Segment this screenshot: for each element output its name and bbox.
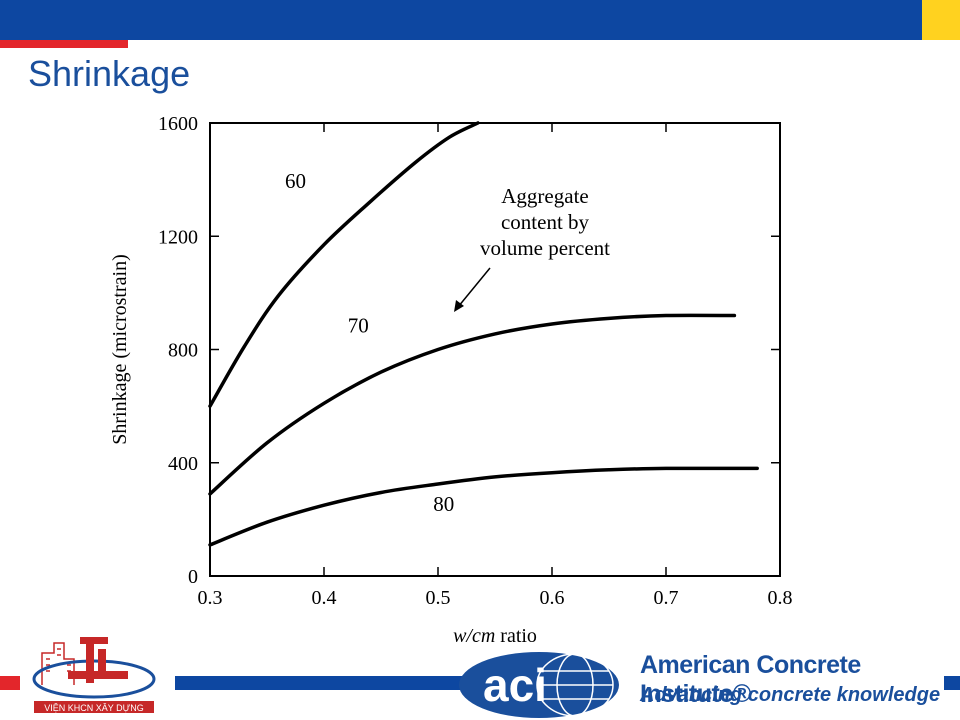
footer-red-accent: [0, 676, 20, 690]
aci-logo-meridians-icon: [536, 653, 614, 717]
y-tick-label: 1600: [158, 113, 198, 135]
annotation-arrow-head: [454, 300, 464, 312]
series-line-80: [208, 466, 759, 547]
y-tick-label: 1200: [158, 226, 198, 248]
footer-bar: [175, 676, 465, 690]
x-tick-label: 0.7: [654, 587, 679, 609]
y-axis-ticks: 0 400 800 1200 1600: [158, 113, 780, 588]
series-label-80: 80: [433, 492, 454, 516]
annotation: Aggregate content by volume percent: [454, 184, 610, 312]
ibst-logo-mark-icon: [68, 637, 128, 683]
slide-title: Shrinkage: [28, 53, 191, 94]
y-axis-label: Shrinkage (microstrain): [109, 254, 131, 445]
x-tick-label: 0.8: [768, 587, 793, 609]
top-banner: [0, 0, 922, 40]
footer-right-accent: [944, 676, 960, 690]
top-yellow-accent: [922, 0, 960, 40]
x-axis-label-rest: ratio: [495, 625, 537, 647]
y-tick-label: 800: [168, 340, 198, 362]
series-label-70: 70: [348, 314, 369, 338]
x-axis-label-italic: w/cm: [453, 625, 495, 647]
title-red-accent: [0, 40, 128, 48]
x-axis-label: w/cm ratio: [453, 625, 537, 647]
x-axis-ticks: 0.3 0.4 0.5 0.6 0.7 0.8: [198, 123, 793, 609]
ibst-logo-text: VIỆN KHCN XÂY DỰNG: [44, 703, 144, 713]
series-label-60: 60: [285, 169, 306, 193]
series-line-60: [208, 121, 480, 408]
annotation-line-3: volume percent: [480, 236, 610, 260]
ibst-logo-banner: [34, 701, 154, 713]
ibst-logo-buildings-icon: [41, 642, 75, 685]
y-tick-label: 0: [188, 566, 198, 588]
y-tick-label: 400: [168, 453, 198, 475]
series-line-70: [208, 313, 737, 496]
x-tick-label: 0.6: [540, 587, 565, 609]
aci-name: American Concrete Institute®: [640, 651, 861, 708]
aci-tagline: Advancing concrete knowledge: [640, 684, 941, 706]
aci-logo: aci: [459, 652, 619, 718]
x-tick-label: 0.3: [198, 587, 223, 609]
x-tick-label: 0.4: [312, 587, 337, 609]
aci-logo-text: aci: [483, 659, 547, 711]
annotation-arrow-line: [457, 267, 491, 308]
annotation-line-2: content by: [501, 210, 590, 234]
ibst-logo: VIỆN KHCN XÂY DỰNG: [32, 637, 156, 713]
annotation-line-1: Aggregate: [501, 184, 588, 208]
series-group: 60 70 80: [208, 121, 759, 547]
x-tick-label: 0.5: [426, 587, 451, 609]
